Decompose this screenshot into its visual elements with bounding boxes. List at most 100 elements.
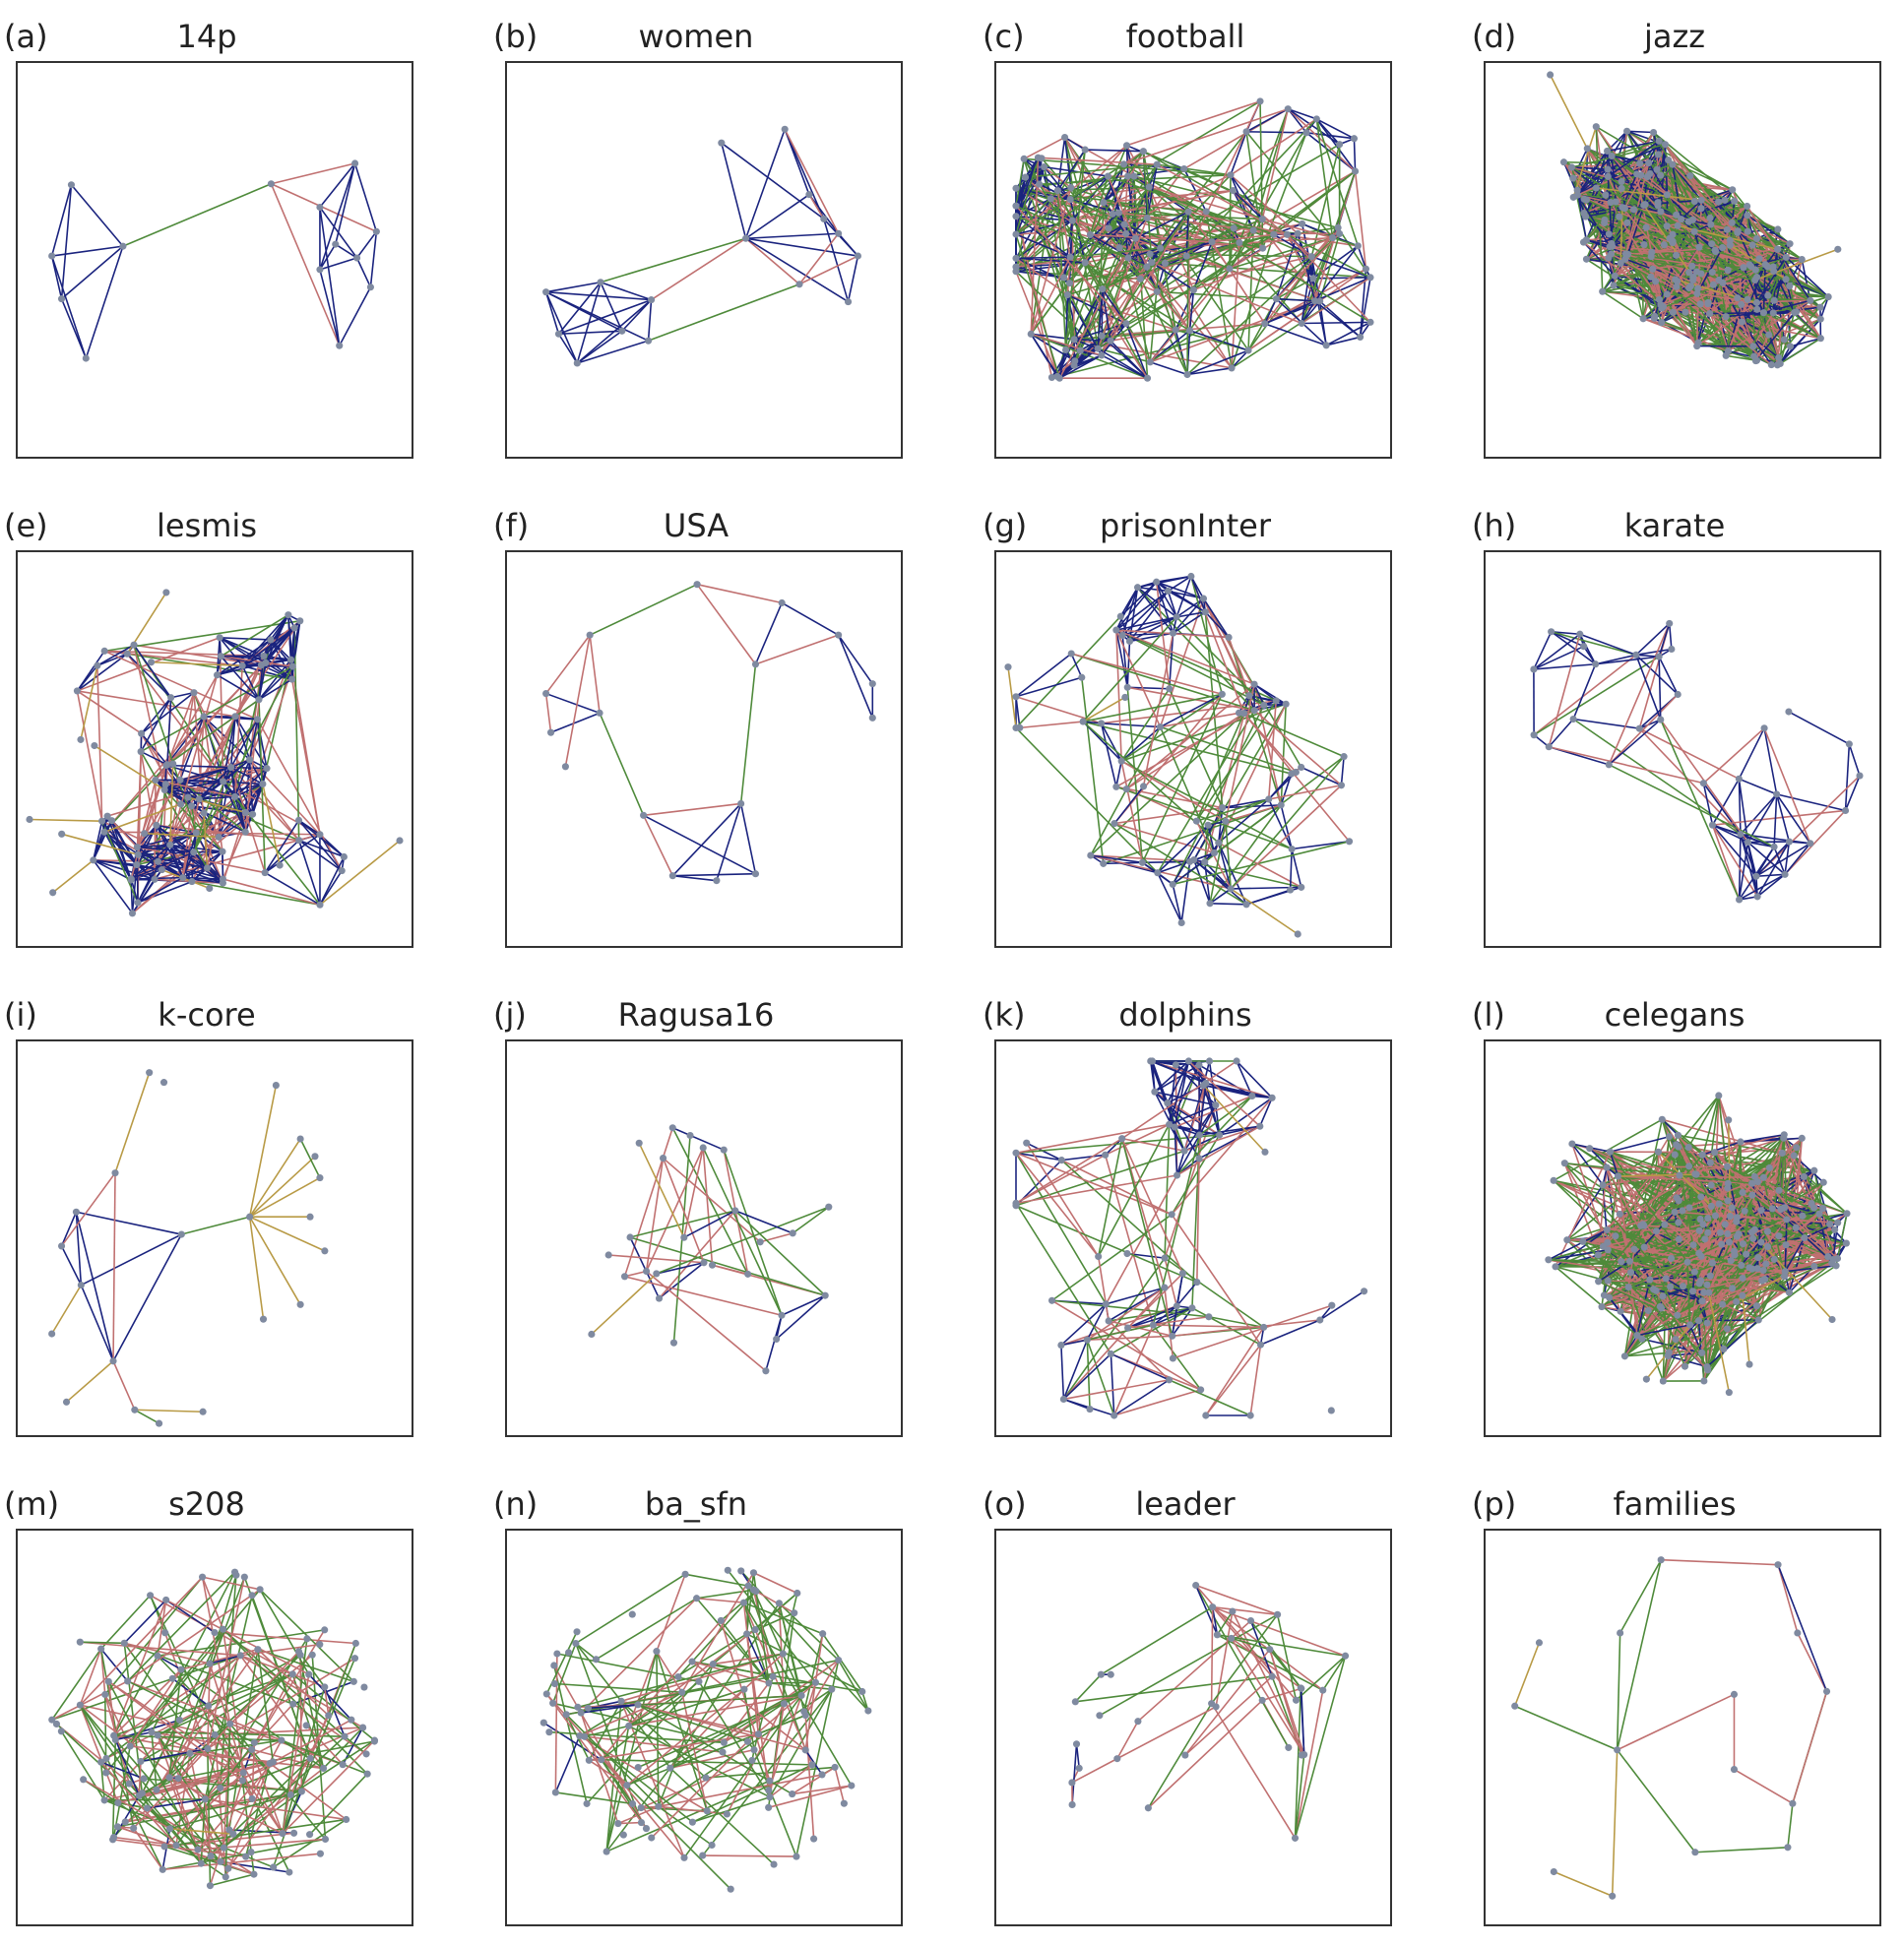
network-edge [130,844,171,880]
network-edge [1142,151,1153,263]
network-edge [319,269,341,346]
network-node [1655,653,1663,660]
network-node [91,741,98,750]
network-edge [264,834,321,874]
network-edge [600,237,746,283]
network-node [1798,255,1806,264]
network-edge [1015,1134,1220,1155]
network-node [1112,783,1120,790]
network-node [645,337,653,345]
network-edge [77,690,236,718]
network-node [1229,186,1238,195]
network-edge [1301,256,1313,324]
network-node [1282,700,1290,708]
network-node [1686,172,1694,180]
network-edge [1176,1125,1261,1176]
network-edge [1071,653,1223,696]
network-edge [264,871,321,906]
network-edge [721,142,825,220]
network-edge [61,833,139,855]
network-node [1617,259,1624,267]
network-edge [133,644,198,834]
network-graph [588,1124,833,1375]
network-node [668,1124,676,1132]
network-edge [1119,587,1139,617]
network-node [1706,214,1714,222]
network-node [1260,1323,1268,1331]
edge-layer [591,1127,830,1372]
network-node [177,800,185,808]
network-edge [624,1276,783,1317]
network-edge [1080,677,1105,864]
network-node [1674,221,1682,229]
network-edge [1025,176,1151,255]
network-node [1034,154,1043,161]
network-edge [1148,186,1263,220]
network-node [134,899,142,907]
network-edge [1062,1257,1166,1400]
network-edge [651,237,747,301]
network-edge [244,784,264,833]
network-edge [76,690,103,822]
network-edge [130,879,134,913]
network-edge [1267,700,1277,800]
network-edge [1325,321,1371,346]
network-edge [1025,176,1071,201]
network-node [1761,261,1769,269]
network-node [1184,1057,1192,1065]
network-node [1776,359,1784,368]
network-edge [1169,1379,1251,1416]
network-edge [1015,1154,1107,1205]
network-edge [1608,719,1662,766]
network-edge [319,243,337,271]
network-edge [1121,1060,1238,1140]
network-edge [137,733,143,903]
network-node [1841,806,1850,815]
network-edge [1261,108,1290,220]
network-node [1169,880,1176,889]
network-node [1133,584,1142,592]
network-node [148,659,156,666]
network-node [1719,244,1727,252]
network-node [288,675,296,683]
network-node [1122,142,1131,150]
network-edge [1354,170,1367,270]
network-edge [745,237,800,285]
network-edge [781,1294,826,1316]
network-frame [1484,1039,1881,1437]
network-edge [1152,1305,1177,1326]
network-node [246,756,254,764]
network-edge [165,674,219,766]
network-edge [1754,334,1770,361]
network-node [1366,318,1374,326]
network-edge [1026,1142,1062,1162]
network-node [1061,133,1069,142]
panel-title: USA [663,507,730,544]
panel-title: dolphins [1118,996,1252,1034]
network-node [1100,859,1108,867]
network-node [1250,680,1258,688]
network-edge [683,1147,704,1238]
network-node [1177,918,1185,927]
network-edge [545,692,601,715]
network-node [1607,250,1616,258]
network-edge [1533,633,1581,670]
network-edge [1115,629,1277,702]
network-edge [51,245,124,257]
network-node [290,624,298,632]
network-frame [994,61,1392,459]
network-edge [1173,611,1206,634]
network-edge [1060,1339,1088,1347]
network-edge [1111,213,1162,249]
network-edge [76,690,143,734]
network-node [1780,336,1788,344]
network-node [1149,1321,1157,1329]
network-edge [1579,633,1597,665]
network-edge [1310,144,1341,257]
network-edge [1577,194,1729,272]
network-edge [170,691,195,699]
network-edge [1702,727,1765,785]
network-edge [1751,244,1756,281]
network-node [626,1233,634,1241]
network-edge [1113,693,1223,825]
